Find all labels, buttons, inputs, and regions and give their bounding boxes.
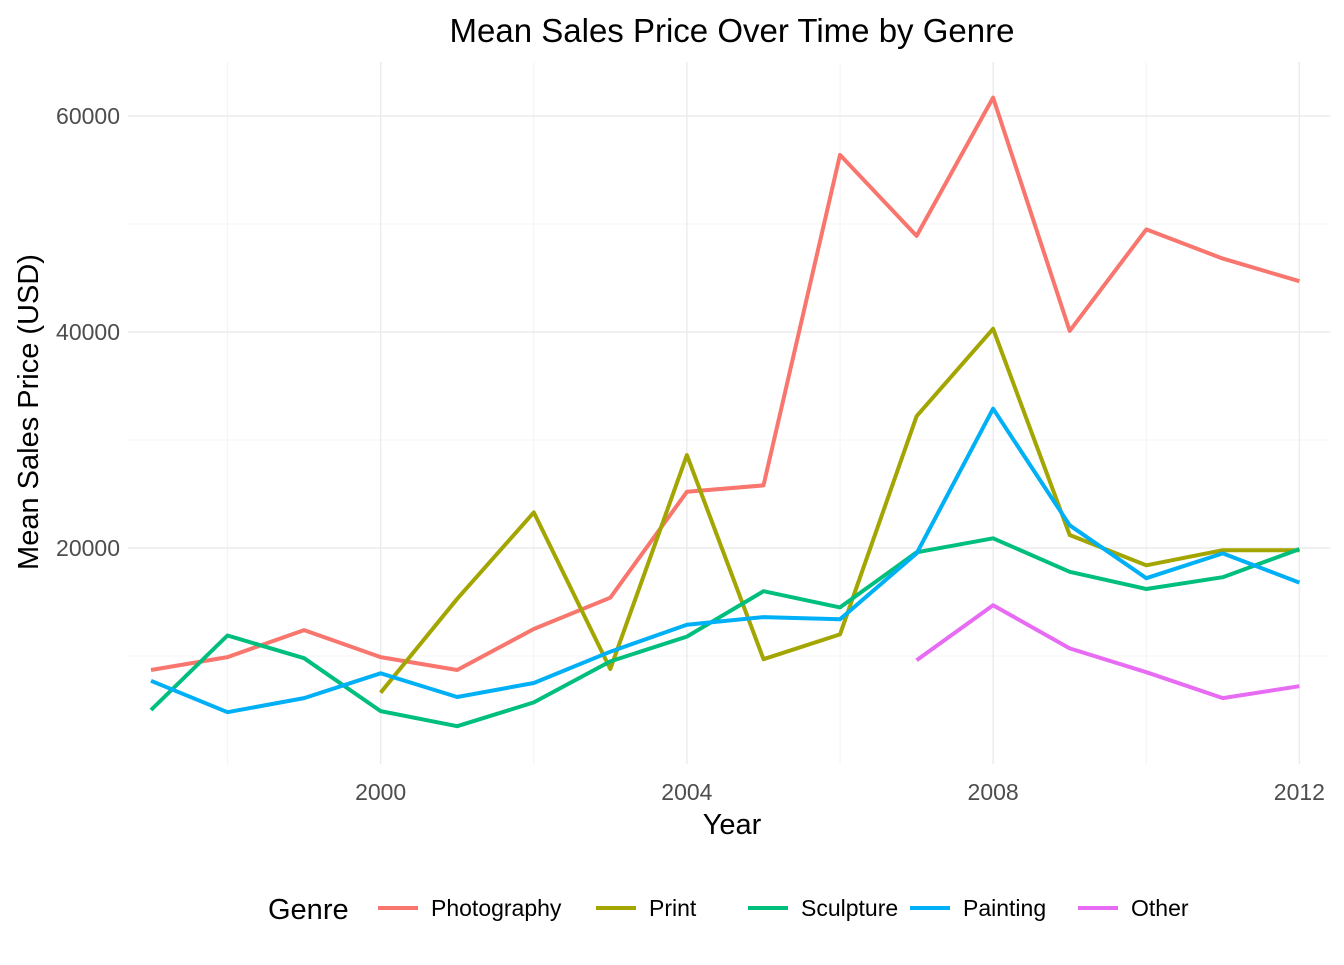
y-axis-title: Mean Sales Price (USD) xyxy=(13,254,45,570)
x-tick-label: 2004 xyxy=(661,779,712,805)
axis-layer: Mean Sales Price Over Time by Genre Year… xyxy=(13,12,1325,841)
x-tick-label: 2008 xyxy=(968,779,1019,805)
series-layer xyxy=(149,95,1301,729)
y-tick-label: 40000 xyxy=(56,319,120,345)
x-axis-title: Year xyxy=(703,809,762,841)
y-tick-label: 60000 xyxy=(56,103,120,129)
series-line-painting xyxy=(150,406,1301,715)
series-line-photography xyxy=(150,95,1300,672)
legend-title: Genre xyxy=(268,894,349,926)
legend-label-other: Other xyxy=(1131,895,1189,921)
series-line-other xyxy=(915,603,1300,701)
grid-layer xyxy=(128,62,1330,764)
x-tick-label: 2000 xyxy=(355,779,406,805)
legend: Genre Photography Print Sculpture Painting O… xyxy=(268,894,1189,926)
x-tick-label: 2012 xyxy=(1274,779,1325,805)
series-line-print xyxy=(379,326,1300,694)
legend-label-print: Print xyxy=(649,895,697,921)
legend-label-painting: Painting xyxy=(963,895,1046,921)
y-tick-label: 20000 xyxy=(56,535,120,561)
legend-label-photography: Photography xyxy=(431,895,562,921)
legend-label-sculpture: Sculpture xyxy=(801,895,898,921)
chart-title: Mean Sales Price Over Time by Genre xyxy=(450,12,1015,49)
